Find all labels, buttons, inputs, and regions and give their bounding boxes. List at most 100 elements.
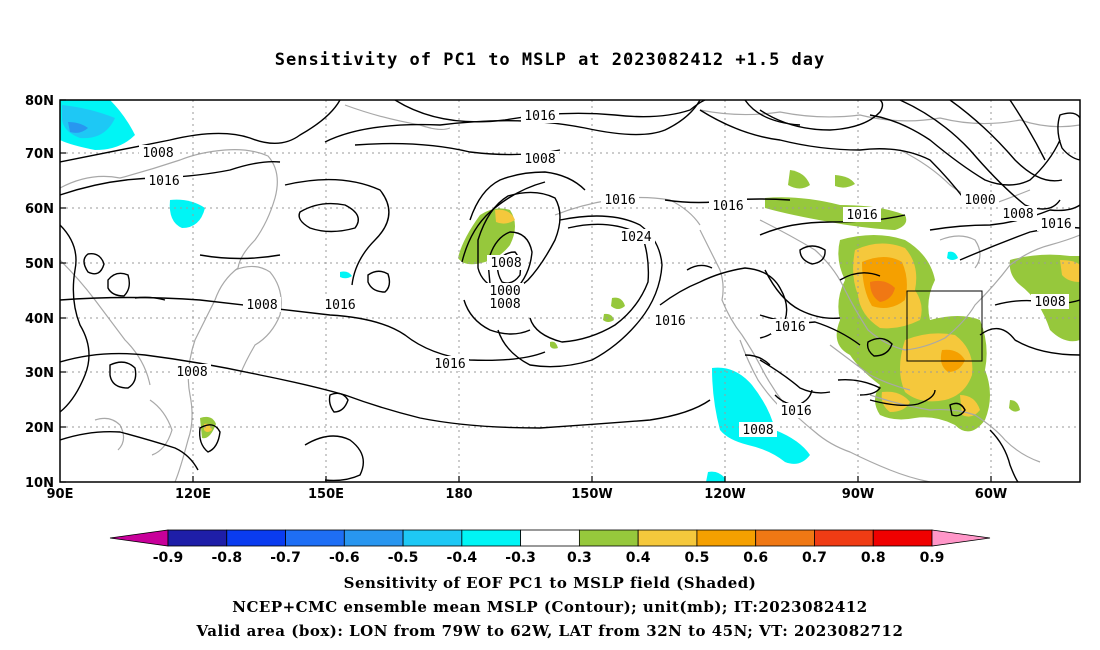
- colorbar-swatch: [343, 529, 404, 547]
- colorbar-label: -0.5: [388, 550, 419, 566]
- lon-label: 180: [445, 487, 472, 502]
- contour-label: 1008: [142, 146, 173, 161]
- colorbar-label: 0.8: [861, 550, 886, 566]
- caption-line-1: Sensitivity of EOF PC1 to MSLP field (Sh…: [343, 574, 757, 592]
- plot-frame: [59, 99, 1081, 483]
- contour-label-background: [486, 283, 524, 298]
- colorbar-label: 0.4: [626, 550, 651, 566]
- longitude-labels: 90E 120E 150E 180 150W 120W 90W 60W: [47, 487, 1008, 502]
- contour-label: 1016: [846, 208, 877, 223]
- contour-label: 1016: [324, 298, 355, 313]
- contour-label: 1008: [490, 256, 521, 271]
- contour-label-background: [651, 313, 689, 328]
- colorbar-swatch: [755, 529, 815, 547]
- contour-label: 1016: [654, 314, 685, 329]
- lon-label: 120W: [704, 487, 745, 502]
- negative-shading-east-pacific: [340, 251, 958, 482]
- colorbar-label: 0.7: [802, 550, 827, 566]
- contour-label-background: [709, 198, 747, 213]
- caption-line-2: NCEP+CMC ensemble mean MSLP (Contour); u…: [232, 598, 868, 616]
- colorbar-label: 0.5: [685, 550, 710, 566]
- graticule: [60, 100, 1080, 482]
- contour-label-background: [771, 319, 809, 334]
- colorbar-label: -0.4: [447, 550, 478, 566]
- contour-label-background: [521, 108, 559, 123]
- colorbar-swatch: [285, 529, 345, 547]
- lat-label: 50N: [25, 257, 54, 272]
- contour-label-background: [243, 297, 281, 312]
- lat-label: 60N: [25, 202, 54, 217]
- lon-label: 90W: [842, 487, 874, 502]
- colorbar-swatch: [109, 529, 169, 547]
- axis-ticks: [60, 99, 992, 483]
- contour-label: 1008: [1002, 207, 1033, 222]
- lat-label: 20N: [25, 421, 54, 436]
- colorbar-swatch: [578, 529, 639, 547]
- colorbar-label: -0.9: [153, 550, 184, 566]
- colorbar-label: 0.3: [567, 550, 592, 566]
- contour-label: 1008: [742, 423, 773, 438]
- contour-label-background: [321, 297, 359, 312]
- contour-label-background: [139, 145, 177, 160]
- colorbar-label: 0.6: [743, 550, 768, 566]
- contour-label: 1000: [489, 284, 520, 299]
- colorbar-swatch: [461, 529, 522, 547]
- colorbar-swatch: [696, 529, 757, 547]
- contour-label: 1008: [246, 298, 277, 313]
- contour-label-background: [145, 173, 183, 188]
- coastlines: [60, 104, 1080, 482]
- colorbar-label: -0.6: [329, 550, 360, 566]
- lat-label: 40N: [25, 312, 54, 327]
- colorbar-label: -0.3: [505, 550, 536, 566]
- positive-shading-pacific: [200, 208, 625, 439]
- colorbar-swatch: [872, 529, 933, 547]
- contour-label-background: [1031, 294, 1069, 309]
- colorbar-label: -0.8: [211, 550, 242, 566]
- contour-label: 1008: [176, 365, 207, 380]
- contour-label-background: [487, 255, 525, 270]
- map-title: Sensitivity of PC1 to MSLP at 2023082412…: [274, 50, 826, 70]
- caption-line-3: Valid area (box): LON from 79W to 62W, L…: [196, 622, 904, 640]
- contour-label-background: [617, 229, 655, 244]
- shading-layer: [60, 100, 1080, 482]
- lon-label: 120E: [175, 487, 211, 502]
- contour-label-background: [521, 151, 559, 166]
- lat-label: 10N: [25, 476, 54, 491]
- contour-label: 1024: [620, 230, 651, 245]
- latitude-labels: 80N 70N 60N 50N 40N 30N 20N 10N: [25, 94, 54, 491]
- contour-label: 1016: [712, 199, 743, 214]
- colorbar-swatch: [167, 529, 228, 547]
- colorbar-swatch: [814, 529, 874, 547]
- contour-label: 1016: [434, 357, 465, 372]
- colorbar-swatch: [931, 529, 991, 547]
- contour-label: 1008: [1034, 295, 1065, 310]
- lat-label: 70N: [25, 147, 54, 162]
- negative-shading-north-asia: [60, 100, 205, 228]
- contour-label: 1000: [964, 193, 995, 208]
- contour-label-background: [961, 192, 999, 207]
- colorbar-swatch: [402, 529, 463, 547]
- contour-label-background: [777, 403, 815, 418]
- contour-label-background: [843, 207, 881, 222]
- colorbar-swatch: [226, 529, 286, 547]
- contour-label: 1016: [780, 404, 811, 419]
- colorbar: -0.9 -0.8 -0.7 -0.6 -0.5 -0.4 -0.3 0.3 0.4 0.5 0.6…: [109, 529, 991, 566]
- colorbar-swatch: [520, 529, 580, 547]
- lon-label: 150W: [571, 487, 612, 502]
- lon-label: 150E: [308, 487, 344, 502]
- contour-label-background: [1037, 216, 1075, 231]
- contour-label-background: [601, 192, 639, 207]
- contour-label-background: [486, 296, 524, 311]
- contour-label: 1016: [774, 320, 805, 335]
- contour-label: 1016: [604, 193, 635, 208]
- valid-area-box: [906, 290, 983, 362]
- contour-label: 1016: [524, 109, 555, 124]
- lon-label: 60W: [975, 487, 1007, 502]
- lon-label: 90E: [47, 487, 74, 502]
- contour-label-background: [173, 364, 211, 379]
- contour-label-background: [431, 356, 469, 371]
- lat-label: 80N: [25, 94, 54, 109]
- lat-label: 30N: [25, 366, 54, 381]
- contour-label: 1016: [1040, 217, 1071, 232]
